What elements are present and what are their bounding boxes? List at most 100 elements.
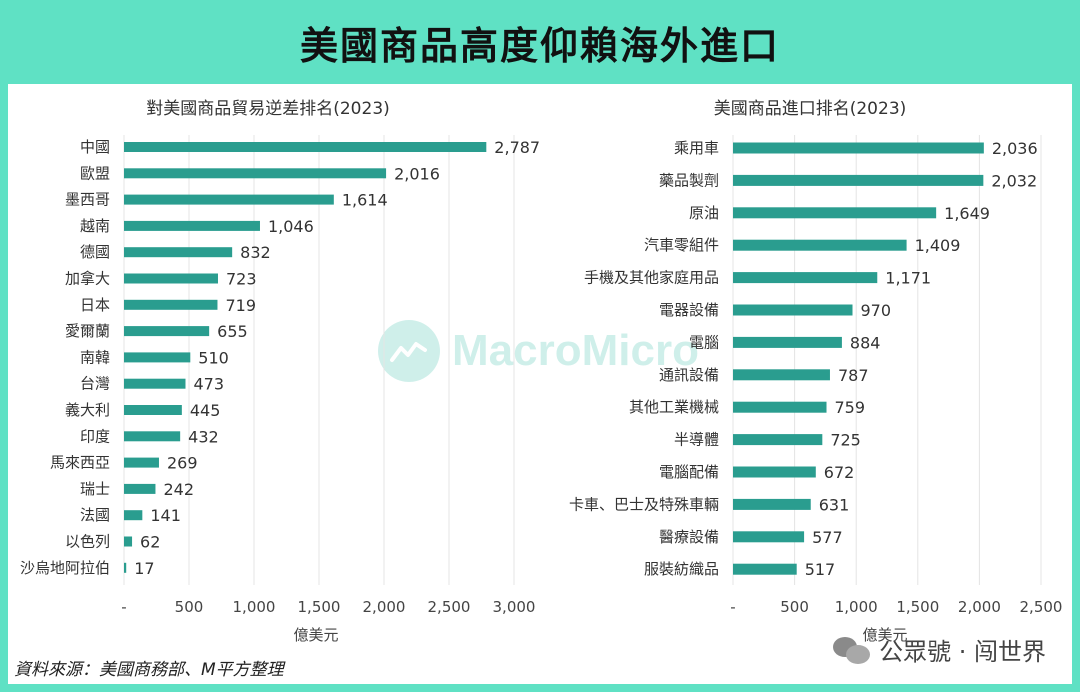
right-value-label: 2,032	[991, 171, 1037, 190]
left-value-label: 2,016	[394, 164, 440, 183]
wechat-watermark: 公眾號 · 闯世界	[833, 632, 1046, 667]
left-value-label: 2,787	[494, 138, 540, 157]
right-value-label: 1,409	[915, 236, 961, 255]
right-category-label: 服裝紡織品	[644, 560, 719, 578]
right-bar	[733, 401, 827, 413]
left-x-tick-label: 2,500	[428, 598, 471, 616]
right-category-label: 通訊設備	[659, 366, 719, 384]
right-value-label: 577	[812, 528, 843, 547]
left-value-label: 242	[163, 480, 194, 499]
left-category-label: 以色列	[65, 533, 110, 551]
left-bar	[124, 142, 487, 152]
header: 美國商品高度仰賴海外進口	[0, 0, 1080, 84]
left-bar	[124, 562, 127, 573]
right-bar	[733, 336, 842, 348]
macromicro-logo-text: MacroMicro	[452, 326, 699, 375]
right-value-label: 631	[819, 495, 850, 514]
right-bar	[733, 174, 984, 186]
left-bar	[124, 510, 143, 521]
left-value-label: 62	[140, 533, 160, 552]
left-category-label: 馬來西亞	[50, 454, 110, 472]
right-bar	[733, 239, 907, 251]
left-category-label: 加拿大	[65, 270, 110, 288]
left-bar	[124, 352, 191, 363]
left-category-label: 愛爾蘭	[65, 322, 110, 340]
right-bar	[733, 434, 823, 446]
right-x-tick-label: 2,500	[1020, 598, 1063, 616]
left-bar	[124, 247, 233, 258]
left-bar	[124, 431, 181, 442]
left-category-label: 沙烏地阿拉伯	[20, 559, 110, 577]
right-category-label: 藥品製劑	[659, 171, 719, 189]
left-value-label: 655	[217, 322, 248, 341]
left-category-label: 義大利	[65, 401, 110, 419]
right-value-label: 2,036	[992, 139, 1038, 158]
left-value-label: 723	[226, 270, 257, 289]
right-bar	[733, 563, 797, 575]
macromicro-logo-icon	[378, 320, 440, 382]
left-x-tick-label: 1,500	[298, 598, 341, 616]
right-bar	[733, 272, 878, 284]
left-category-label: 南韓	[80, 348, 110, 366]
left-bar	[124, 457, 159, 468]
left-category-label: 日本	[80, 296, 110, 314]
right-bar	[733, 466, 816, 478]
left-value-label: 141	[150, 506, 181, 525]
left-bar	[124, 378, 186, 389]
left-value-label: 510	[198, 348, 229, 367]
right-x-axis-label: 億美元	[862, 626, 907, 644]
right-category-label: 卡車、巴士及特殊車輛	[569, 495, 719, 513]
left-bar	[124, 299, 218, 310]
left-bar	[124, 536, 133, 547]
left-bar	[124, 220, 260, 231]
left-category-label: 瑞士	[80, 480, 110, 498]
left-category-label: 墨西哥	[65, 191, 110, 209]
right-x-tick-label: -	[730, 598, 735, 616]
right-category-label: 乘用車	[674, 139, 719, 157]
right-value-label: 884	[850, 333, 881, 352]
wechat-watermark-text: 公眾號 · 闯世界	[879, 638, 1046, 666]
right-category-label: 其他工業機械	[629, 398, 719, 416]
left-value-label: 1,046	[268, 217, 314, 236]
left-category-label: 中國	[80, 138, 110, 156]
left-bar	[124, 273, 218, 284]
left-bar	[124, 194, 334, 205]
source-footer: 資料來源：美國商務部、M平方整理	[14, 660, 284, 680]
left-bar	[124, 483, 156, 494]
right-value-label: 759	[835, 398, 866, 417]
left-bar	[124, 326, 210, 337]
right-bar	[733, 304, 853, 316]
right-category-label: 半導體	[674, 431, 719, 449]
right-bar	[733, 498, 811, 510]
right-value-label: 672	[824, 463, 855, 482]
left-value-label: 1,614	[342, 191, 388, 210]
page-title: 美國商品高度仰賴海外進口	[299, 23, 780, 68]
macromicro-watermark: MacroMicro	[378, 320, 699, 382]
right-value-label: 1,649	[944, 204, 990, 223]
right-category-label: 原油	[689, 204, 719, 222]
right-category-label: 手機及其他家庭用品	[584, 269, 719, 287]
left-x-axis-label: 億美元	[293, 626, 338, 644]
left-value-label: 719	[225, 296, 256, 315]
right-value-label: 787	[838, 366, 869, 385]
right-x-tick-label: 1,000	[835, 598, 878, 616]
right-category-label: 汽車零組件	[644, 236, 719, 254]
right-chart-title: 美國商品進口排名(2023)	[714, 99, 907, 119]
right-value-label: 1,171	[885, 269, 931, 288]
right-bar	[733, 531, 805, 543]
left-category-label: 德國	[80, 243, 110, 261]
left-value-label: 473	[193, 375, 224, 394]
right-value-label: 517	[805, 560, 836, 579]
left-chart-title: 對美國商品貿易逆差排名(2023)	[146, 99, 390, 119]
left-category-label: 台灣	[80, 375, 110, 393]
left-x-tick-label: 1,000	[233, 598, 276, 616]
left-bar	[124, 168, 387, 179]
right-bar	[733, 142, 984, 154]
right-value-label: 725	[830, 431, 861, 450]
right-bar	[733, 369, 830, 381]
left-value-label: 832	[240, 243, 271, 262]
left-x-tick-label: 500	[175, 598, 204, 616]
left-bar	[124, 405, 182, 415]
left-value-label: 269	[167, 454, 198, 473]
